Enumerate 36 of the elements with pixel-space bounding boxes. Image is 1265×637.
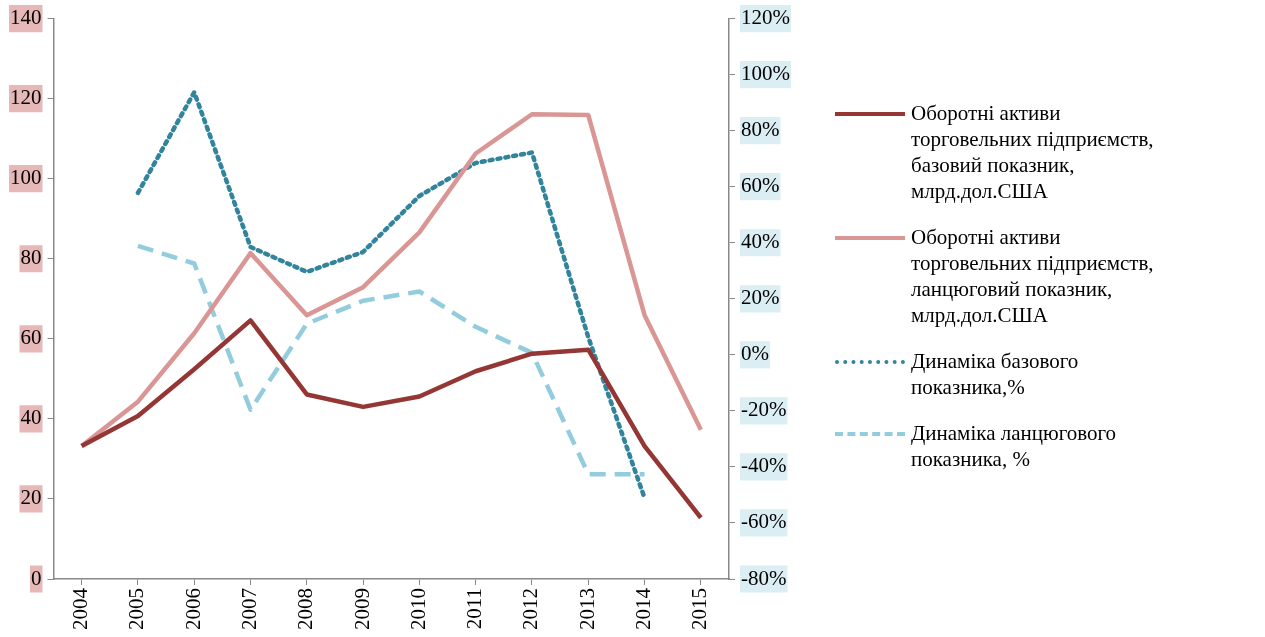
legend-label: Динаміка ланцюгового показника, % xyxy=(911,420,1118,472)
legend-label: Оборотні активи торговельних підприємств, ланцюговий показник, млрд.дол.США xyxy=(911,224,1155,328)
x-tick-label: 2008 xyxy=(293,588,318,630)
line-series xyxy=(135,243,647,477)
x-tick-label: 2013 xyxy=(574,588,599,630)
x-tick-label: 2009 xyxy=(349,588,374,630)
y2-tick-label: -80% xyxy=(741,565,787,590)
x-tick-label: 2012 xyxy=(518,588,543,630)
legend-label: Оборотні активи торговельних підприємств, базовий показник, млрд.дол.США xyxy=(911,100,1155,204)
y-tick-label: 0 xyxy=(31,565,42,590)
y-tick-label: 80 xyxy=(20,245,42,270)
x-tick-label: 2006 xyxy=(180,588,205,630)
x-tick-label: 2014 xyxy=(631,587,656,630)
y2-tick-label: 20% xyxy=(741,285,780,310)
y2-tick-label: 0% xyxy=(741,341,770,366)
x-tick-label: 2005 xyxy=(124,588,149,630)
legend-label: Динаміка базового показника,% xyxy=(911,348,1080,400)
y2-tick-label: 40% xyxy=(741,229,780,254)
y-tick-label: 100 xyxy=(10,165,42,190)
x-tick-label: 2010 xyxy=(405,588,430,630)
y2-tick-label: -40% xyxy=(741,453,787,478)
y-tick-label: 140 xyxy=(10,5,42,30)
y2-tick-label: -20% xyxy=(741,397,787,422)
y2-tick-label: 100% xyxy=(741,61,791,86)
x-tick-label: 2011 xyxy=(462,588,487,630)
y-tick-label: 40 xyxy=(20,405,42,430)
x-tick-label: 2007 xyxy=(237,588,262,630)
y-tick-label: 120 xyxy=(10,85,42,110)
y-tick-label: 60 xyxy=(20,325,42,350)
y2-tick-label: 120% xyxy=(741,5,791,30)
x-tick-label: 2004 xyxy=(68,587,93,630)
y2-tick-label: 60% xyxy=(741,173,780,198)
y2-tick-label: -60% xyxy=(741,509,787,534)
y2-tick-label: 80% xyxy=(741,117,780,142)
y-tick-label: 20 xyxy=(20,485,42,510)
x-tick-label: 2015 xyxy=(687,588,712,630)
